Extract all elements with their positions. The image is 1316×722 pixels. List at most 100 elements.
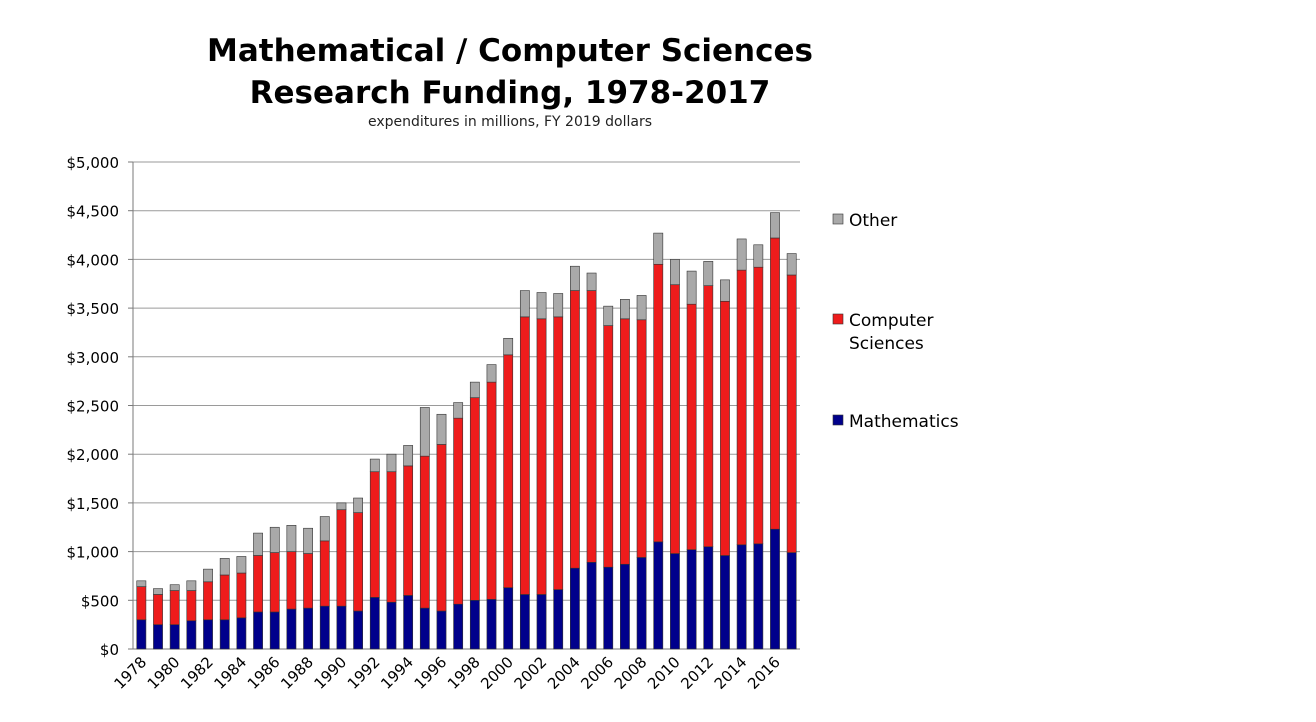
x-tick-label: 2000 [477, 653, 517, 693]
bar-mathematics-2000 [503, 587, 514, 650]
bar-other-2014 [736, 238, 747, 271]
bar-computer-sciences-1980 [169, 590, 180, 625]
legend-swatch-mathematics [832, 414, 844, 426]
bar-mathematics-2010 [670, 553, 680, 650]
x-tick-label: 1996 [411, 653, 451, 693]
bar-other-1978 [136, 580, 147, 587]
bar-other-1981 [186, 580, 197, 591]
bar-mathematics-1998 [469, 599, 480, 650]
bar-computer-sciences-2009 [653, 263, 664, 543]
bar-other-1995 [419, 407, 430, 457]
bar-computer-sciences-2017 [786, 274, 797, 553]
bar-mathematics-1984 [236, 617, 247, 650]
x-tick-label: 1982 [177, 653, 217, 693]
bar-other-1980 [169, 584, 180, 591]
x-tick-label: 1978 [110, 653, 150, 693]
x-tick-label: 1984 [210, 653, 250, 693]
bar-other-1994 [403, 445, 414, 467]
bar-mathematics-2005 [586, 562, 597, 650]
bar-other-2009 [653, 232, 664, 265]
x-tick-label: 1988 [277, 653, 317, 693]
bar-computer-sciences-2000 [503, 354, 514, 588]
chart-title-line-2: Research Funding, 1978-2017 [249, 75, 771, 111]
chart-title-line-1: Mathematical / Computer Sciences [207, 33, 813, 69]
bar-computer-sciences-1981 [186, 590, 197, 622]
bar-mathematics-1980 [169, 624, 180, 650]
bar-computer-sciences-1993 [386, 471, 397, 603]
bar-computer-sciences-1997 [453, 417, 464, 605]
bar-mathematics-2006 [603, 566, 614, 650]
x-tick-label: 1994 [377, 653, 417, 693]
y-tick-label: $4,500 [67, 203, 120, 221]
chart-subtitle: expenditures in millions, FY 2019 dollar… [367, 114, 652, 130]
bar-mathematics-1991 [353, 610, 363, 650]
bar-computer-sciences-2014 [736, 269, 747, 546]
y-tick-label: $3,500 [67, 300, 120, 318]
bar-other-2013 [720, 279, 730, 302]
bar-computer-sciences-2013 [720, 300, 730, 556]
bar-other-2005 [586, 272, 597, 291]
bar-computer-sciences-2008 [636, 319, 647, 558]
x-axis: 1978198019821984198619881990199219941996… [110, 653, 783, 693]
x-tick-label: 2014 [711, 653, 751, 693]
bar-mathematics-1986 [269, 611, 280, 650]
bar-computer-sciences-2003 [553, 316, 564, 590]
bar-other-1979 [153, 588, 163, 595]
x-tick-label: 1980 [144, 653, 184, 693]
x-tick-label: 1990 [311, 653, 351, 693]
x-tick-label: 2006 [577, 653, 617, 693]
x-tick-label: 1986 [244, 653, 284, 693]
bar-computer-sciences-1995 [419, 455, 430, 609]
bar-other-2004 [570, 265, 580, 291]
x-tick-label: 2012 [677, 653, 717, 693]
bar-mathematics-1990 [336, 605, 347, 650]
bar-other-2008 [636, 295, 647, 321]
bar-computer-sciences-2004 [570, 290, 580, 569]
bar-computer-sciences-2006 [603, 325, 614, 568]
bar-computer-sciences-1986 [269, 552, 280, 613]
bar-computer-sciences-1979 [153, 594, 163, 625]
bar-mathematics-2016 [770, 528, 780, 650]
bar-other-2016 [770, 212, 780, 239]
bar-computer-sciences-2010 [670, 284, 680, 554]
bar-mathematics-2004 [570, 567, 580, 650]
bar-other-1996 [436, 413, 447, 445]
bar-mathematics-2014 [736, 544, 747, 650]
bar-other-2000 [503, 337, 514, 356]
bar-computer-sciences-2001 [519, 316, 530, 595]
legend-label-other: Other [849, 211, 897, 231]
legend: Other Computer Sciences Mathematics [832, 211, 959, 432]
bar-other-1990 [336, 502, 347, 511]
bar-mathematics-2013 [720, 555, 730, 650]
y-tick-label: $5,000 [67, 154, 120, 172]
bar-other-1989 [319, 516, 330, 542]
bar-mathematics-1988 [303, 607, 313, 650]
y-tick-label: $500 [81, 592, 119, 610]
x-tick-label: 2010 [644, 653, 684, 693]
bar-mathematics-1989 [319, 605, 330, 650]
bar-mathematics-2001 [519, 594, 530, 650]
bar-mathematics-1985 [253, 611, 263, 650]
x-tick-label: 1992 [344, 653, 384, 693]
bar-mathematics-2002 [536, 594, 547, 650]
bar-mathematics-1979 [153, 624, 163, 650]
y-tick-label: $1,000 [67, 544, 120, 562]
y-tick-label: $2,000 [67, 446, 120, 464]
bar-other-2011 [686, 270, 697, 305]
x-tick-label: 1998 [444, 653, 484, 693]
legend-swatch-computer-sciences [832, 313, 844, 325]
y-tick-label: $1,500 [67, 495, 120, 513]
bar-other-1986 [269, 526, 280, 553]
bar-mathematics-1993 [386, 601, 397, 650]
bar-other-1983 [219, 558, 230, 576]
bar-other-2017 [786, 253, 797, 276]
bar-computer-sciences-1987 [286, 551, 297, 610]
bar-computer-sciences-2002 [536, 318, 547, 595]
bar-other-2010 [670, 259, 680, 286]
bar-mathematics-1981 [186, 620, 197, 650]
bar-computer-sciences-1992 [369, 471, 380, 598]
bar-other-2007 [620, 299, 630, 320]
y-tick-label: $3,000 [67, 349, 120, 367]
bar-other-1985 [253, 532, 263, 556]
bar-computer-sciences-1994 [403, 465, 414, 596]
